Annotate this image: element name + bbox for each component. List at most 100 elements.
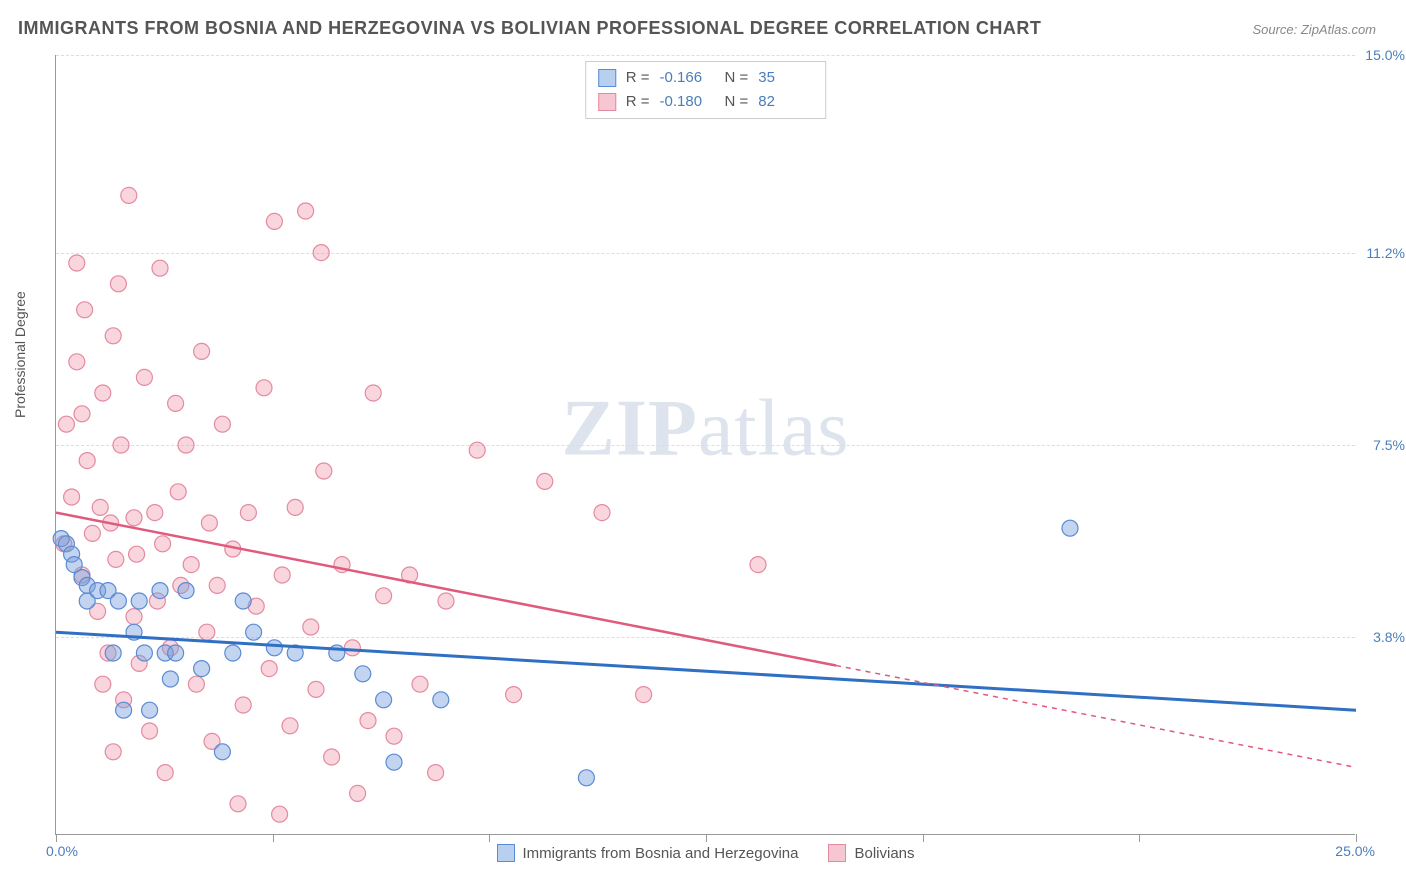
data-point xyxy=(433,692,449,708)
data-point xyxy=(376,692,392,708)
data-point xyxy=(230,796,246,812)
r-label-0: R = xyxy=(626,66,650,90)
data-point xyxy=(79,453,95,469)
data-point xyxy=(126,510,142,526)
n-label-0: N = xyxy=(725,66,749,90)
data-point xyxy=(178,437,194,453)
legend-row-0: R = -0.166 N = 35 xyxy=(598,66,814,90)
r-label-1: R = xyxy=(626,90,650,114)
data-point xyxy=(152,260,168,276)
data-point xyxy=(110,276,126,292)
data-point xyxy=(69,354,85,370)
data-point xyxy=(64,489,80,505)
data-point xyxy=(121,187,137,203)
data-point xyxy=(214,744,230,760)
legend-swatch-1 xyxy=(598,93,616,111)
y-tick-label: 7.5% xyxy=(1373,437,1405,453)
y-tick-label: 11.2% xyxy=(1366,245,1405,261)
y-tick-label: 3.8% xyxy=(1373,629,1405,645)
series-name-0: Immigrants from Bosnia and Herzegovina xyxy=(523,845,799,862)
data-point xyxy=(386,754,402,770)
series-legend-item-1: Bolivians xyxy=(828,844,914,862)
data-point xyxy=(386,728,402,744)
data-point xyxy=(308,681,324,697)
data-point xyxy=(152,583,168,599)
n-value-0: 35 xyxy=(758,66,813,90)
x-tick xyxy=(923,834,924,842)
data-point xyxy=(157,765,173,781)
series-legend: Immigrants from Bosnia and Herzegovina B… xyxy=(497,844,915,862)
data-point xyxy=(324,749,340,765)
data-point xyxy=(316,463,332,479)
data-point xyxy=(201,515,217,531)
data-point xyxy=(313,245,329,261)
data-point xyxy=(105,328,121,344)
data-point xyxy=(142,723,158,739)
data-point xyxy=(266,640,282,656)
x-tick xyxy=(56,834,57,842)
y-tick-label: 15.0% xyxy=(1365,47,1405,63)
data-point xyxy=(92,499,108,515)
x-tick xyxy=(1139,834,1140,842)
data-point xyxy=(266,213,282,229)
y-axis-title: Professional Degree xyxy=(12,291,28,418)
data-point xyxy=(77,302,93,318)
data-point xyxy=(110,593,126,609)
data-point xyxy=(84,525,100,541)
series-name-1: Bolivians xyxy=(854,845,914,862)
data-point xyxy=(438,593,454,609)
data-point xyxy=(235,593,251,609)
data-point xyxy=(214,416,230,432)
data-point xyxy=(274,567,290,583)
x-tick xyxy=(273,834,274,842)
chart-title: IMMIGRANTS FROM BOSNIA AND HERZEGOVINA V… xyxy=(18,18,1041,39)
data-point xyxy=(178,583,194,599)
data-point xyxy=(162,671,178,687)
data-point xyxy=(116,702,132,718)
data-point xyxy=(209,577,225,593)
legend-swatch-0 xyxy=(598,69,616,87)
data-point xyxy=(188,676,204,692)
x-max-label: 25.0% xyxy=(1335,843,1375,859)
data-point xyxy=(168,395,184,411)
data-point xyxy=(376,588,392,604)
data-point xyxy=(129,546,145,562)
data-point xyxy=(183,557,199,573)
scatter-svg xyxy=(56,55,1355,834)
data-point xyxy=(428,765,444,781)
data-point xyxy=(74,406,90,422)
series-legend-item-0: Immigrants from Bosnia and Herzegovina xyxy=(497,844,799,862)
data-point xyxy=(1062,520,1078,536)
data-point xyxy=(256,380,272,396)
data-point xyxy=(194,343,210,359)
data-point xyxy=(506,687,522,703)
series-swatch-0 xyxy=(497,844,515,862)
data-point xyxy=(303,619,319,635)
data-point xyxy=(108,551,124,567)
data-point xyxy=(750,557,766,573)
x-tick xyxy=(706,834,707,842)
r-value-0: -0.166 xyxy=(660,66,715,90)
data-point xyxy=(95,385,111,401)
data-point xyxy=(240,505,256,521)
series-swatch-1 xyxy=(828,844,846,862)
data-point xyxy=(272,806,288,822)
data-point xyxy=(412,676,428,692)
data-point xyxy=(126,609,142,625)
data-point xyxy=(469,442,485,458)
data-point xyxy=(155,536,171,552)
data-point xyxy=(113,437,129,453)
data-point xyxy=(261,661,277,677)
data-point xyxy=(136,369,152,385)
n-value-1: 82 xyxy=(758,90,813,114)
data-point xyxy=(350,785,366,801)
data-point xyxy=(282,718,298,734)
data-point xyxy=(287,499,303,515)
data-point xyxy=(105,645,121,661)
data-point xyxy=(225,645,241,661)
data-point xyxy=(131,593,147,609)
chart-plot-area: ZIPatlas 3.8%7.5%11.2%15.0% R = -0.166 N… xyxy=(55,55,1355,835)
data-point xyxy=(360,713,376,729)
data-point xyxy=(105,744,121,760)
x-min-label: 0.0% xyxy=(46,843,78,859)
